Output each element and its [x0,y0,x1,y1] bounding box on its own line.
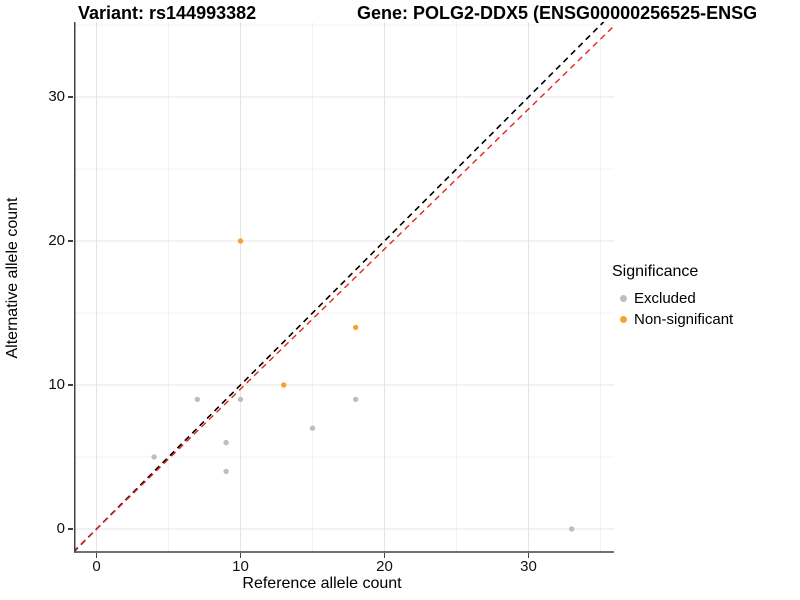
y-axis-tick [68,384,73,386]
y-axis-tick-label: 30 [48,88,65,105]
data-point-excluded [569,526,575,532]
y-axis-tick-label: 10 [48,376,65,393]
x-axis-tick [383,553,386,558]
excluded-dot-icon [620,295,627,302]
x-axis-tick-label: 0 [92,558,101,575]
plot-panel [74,22,614,553]
x-axis-tick [527,553,530,558]
data-point-non-significant [353,324,359,331]
data-point-excluded [237,396,244,403]
x-axis-tick [95,553,98,558]
x-axis-tick-label: 20 [376,558,393,575]
y-axis-title: Alternative allele count [4,197,21,359]
data-point-excluded [309,425,316,431]
legend-title: Significance [612,263,699,280]
y-axis-tick [68,96,73,98]
legend-item-label: Non-significant [634,311,734,328]
variant-title: Variant: rs144993382 [78,3,257,23]
legend-item-excluded: Excluded [612,288,733,309]
legend-item-label: Excluded [634,290,696,307]
data-point-excluded [151,454,157,460]
y-axis-tick-label: 0 [56,520,65,537]
legend: Significance Excluded Non-significant [612,263,733,330]
data-point-excluded [223,468,229,475]
identity-line [74,22,605,553]
non-significant-dot-icon [620,316,627,323]
gene-title: Gene: POLG2-DDX5 (ENSG00000256525-ENSG [357,3,758,23]
trend-line [74,26,614,552]
x-axis-tick-label: 10 [232,558,249,575]
data-point-excluded [223,439,229,446]
data-point-non-significant [237,238,244,244]
y-axis-tick-label: 20 [48,232,65,249]
data-point-non-significant [281,382,287,388]
x-axis-title: Reference allele count [242,575,402,592]
data-point-excluded [353,396,359,403]
y-axis-tick [68,240,73,242]
legend-item-non-significant: Non-significant [612,309,733,330]
y-axis-tick [68,528,73,530]
x-axis-tick [239,553,242,558]
data-point-excluded [194,396,200,403]
x-axis-tick-label: 30 [520,558,537,575]
